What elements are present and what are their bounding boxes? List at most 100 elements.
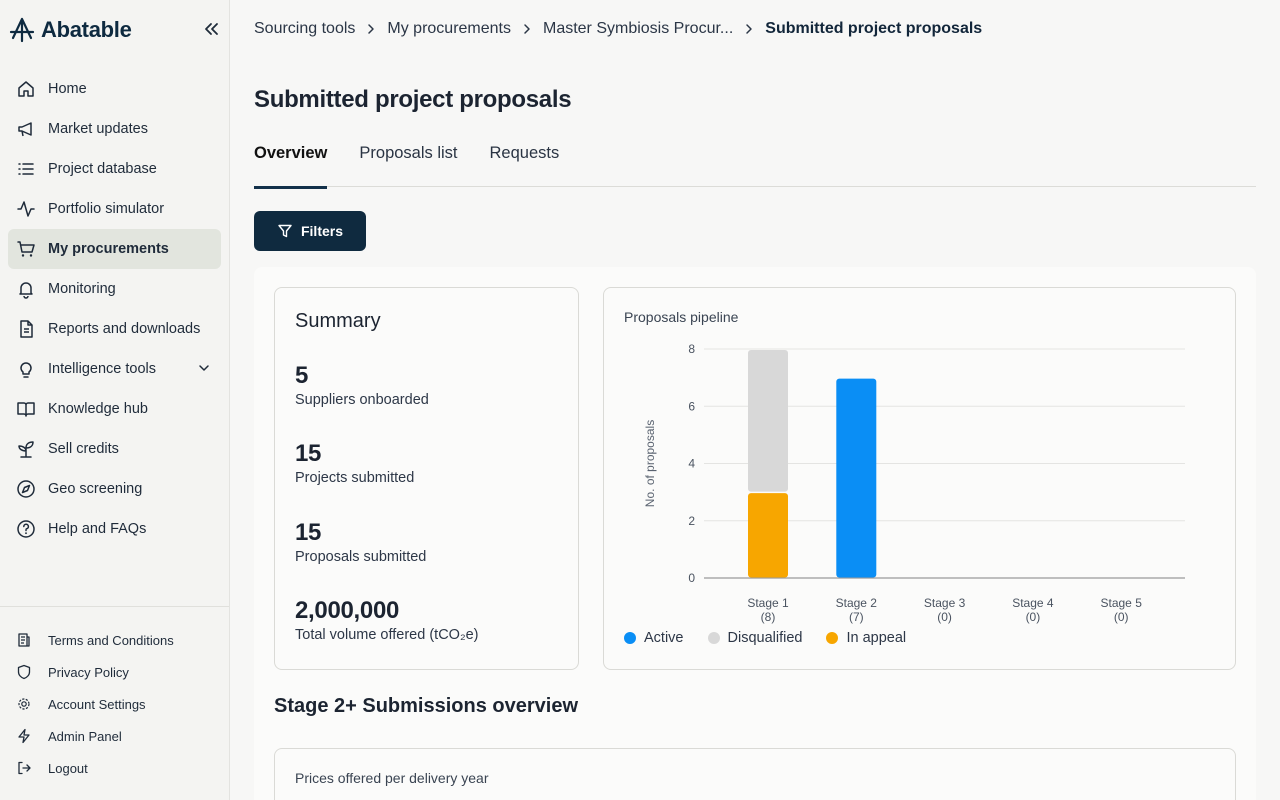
stat-value: 15 [295, 440, 322, 467]
stat-value: 2,000,000 [295, 597, 400, 624]
sidebar-item-monitoring[interactable]: Monitoring [8, 269, 221, 309]
sidebar-item-label: Intelligence tools [48, 361, 157, 377]
sidebar-item-privacy-policy[interactable]: Privacy Policy [8, 656, 221, 688]
legend-dot [707, 632, 720, 644]
x-tick-count: (0) [1114, 610, 1129, 624]
sidebar-item-label: Help and FAQs [48, 521, 147, 537]
sidebar-item-project-database[interactable]: Project database [8, 149, 221, 189]
book-icon [16, 399, 36, 419]
legend-dot [826, 632, 839, 644]
cart-icon [16, 239, 36, 259]
filter-icon [278, 224, 292, 238]
x-tick-label: Stage 4 [1012, 596, 1054, 610]
filters-label: Filters [300, 223, 343, 239]
sidebar-item-label: Terms and Conditions [48, 632, 174, 648]
bell-icon [16, 279, 36, 299]
sidebar-item-reports-and-downloads[interactable]: Reports and downloads [8, 309, 221, 349]
page-title: Submitted project proposals [254, 86, 572, 113]
x-tick-count: (0) [937, 610, 952, 624]
overview-panel: Summary 5 Suppliers onboarded 15 Project… [254, 267, 1256, 800]
y-tick-label: 4 [688, 457, 695, 471]
x-tick-label: Stage 3 [924, 596, 966, 610]
sidebar-item-my-procurements[interactable]: My procurements [8, 229, 221, 269]
sidebar-item-home[interactable]: Home [8, 69, 221, 109]
sidebar-item-label: Knowledge hub [48, 401, 148, 417]
stat-total-volume: 2,000,000 Total volume offered (tCO₂e) [295, 597, 478, 643]
document-icon [16, 319, 36, 339]
y-axis-label: No. of proposals [643, 420, 657, 507]
sidebar-item-knowledge-hub[interactable]: Knowledge hub [8, 389, 221, 429]
stat-value: 5 [295, 362, 309, 389]
sidebar-item-label: Market updates [48, 121, 148, 137]
sidebar-item-label: Sell credits [48, 441, 119, 457]
bar-active [836, 378, 877, 578]
activity-icon [16, 199, 36, 219]
filters-button[interactable]: Filters [254, 211, 366, 251]
legend-active[interactable]: Active [624, 630, 684, 646]
sidebar-item-market-updates[interactable]: Market updates [8, 109, 221, 149]
bolt-icon [16, 728, 32, 744]
legend-label: In appeal [846, 630, 907, 646]
chevron-down-icon[interactable] [197, 361, 211, 375]
brand-name: Abatable [41, 17, 132, 42]
y-tick-label: 8 [688, 342, 695, 356]
prices-card-title: Prices offered per delivery year [295, 770, 489, 786]
stat-proposals-submitted: 15 Proposals submitted [295, 519, 426, 565]
stat-value: 15 [295, 519, 322, 546]
legend-in-appeal[interactable]: In appeal [826, 630, 906, 646]
chart-title: Proposals pipeline [624, 309, 739, 325]
home-icon [16, 79, 36, 99]
sidebar-item-geo-screening[interactable]: Geo screening [8, 469, 221, 509]
sprout-icon [16, 439, 36, 459]
legend-disqualified[interactable]: Disqualified [707, 630, 803, 646]
compass-icon [16, 479, 36, 499]
tab-proposals-list[interactable]: Proposals list [359, 144, 458, 162]
sidebar-item-account-settings[interactable]: Account Settings [8, 688, 221, 720]
sidebar-item-logout[interactable]: Logout [8, 752, 221, 784]
sidebar-item-intelligence-tools[interactable]: Intelligence tools [8, 349, 221, 389]
breadcrumb-my-procurements[interactable]: My procurements [387, 20, 511, 37]
sidebar-item-label: Account Settings [48, 696, 146, 712]
collapse-sidebar-icon[interactable] [202, 20, 220, 38]
bottom-nav: Terms and Conditions Privacy Policy Acco… [8, 624, 221, 784]
logout-icon [16, 760, 32, 776]
chart-legend: Active Disqualified In appeal [624, 630, 906, 646]
stat-suppliers-onboarded: 5 Suppliers onboarded [295, 362, 429, 408]
summary-card: Summary 5 Suppliers onboarded 15 Project… [274, 287, 579, 670]
help-circle-icon [16, 519, 36, 539]
legend-dot [624, 632, 636, 644]
sidebar-item-portfolio-simulator[interactable]: Portfolio simulator [8, 189, 221, 229]
y-tick-label: 6 [688, 399, 695, 413]
tab-requests[interactable]: Requests [489, 144, 560, 162]
stat-label: Total volume offered (tCO₂e) [295, 627, 479, 643]
sidebar-item-label: Logout [48, 760, 88, 776]
terms-icon [16, 632, 32, 648]
y-tick-label: 2 [688, 514, 695, 528]
bar-disqualified [748, 350, 788, 492]
sidebar-item-label: Geo screening [48, 481, 143, 497]
sidebar-item-help-and-faqs[interactable]: Help and FAQs [8, 509, 221, 549]
breadcrumb: Sourcing tools My procurements Master Sy… [254, 20, 982, 38]
sidebar-item-label: Home [48, 81, 87, 97]
main-content: Sourcing tools My procurements Master Sy… [230, 0, 1280, 800]
sidebar-item-label: Monitoring [48, 281, 116, 297]
tab-overview[interactable]: Overview [254, 140, 328, 189]
sidebar-item-admin-panel[interactable]: Admin Panel [8, 720, 221, 752]
sidebar-item-label: Project database [48, 161, 157, 177]
y-tick-label: 0 [688, 571, 695, 585]
stat-label: Suppliers onboarded [295, 392, 429, 408]
stat-projects-submitted: 15 Projects submitted [295, 440, 414, 486]
prices-card: Prices offered per delivery year [274, 748, 1236, 800]
sidebar-item-label: Portfolio simulator [48, 201, 165, 217]
logo[interactable]: Abatable [9, 17, 132, 43]
breadcrumb-procurement[interactable]: Master Symbiosis Procur... [542, 20, 734, 37]
submissions-overview-title: Stage 2+ Submissions overview [274, 695, 579, 717]
breadcrumb-sourcing-tools[interactable]: Sourcing tools [254, 20, 356, 37]
x-tick-label: Stage 2 [836, 596, 878, 610]
x-tick-count: (7) [849, 610, 864, 624]
legend-label: Disqualified [727, 630, 803, 646]
sidebar-item-terms[interactable]: Terms and Conditions [8, 624, 221, 656]
x-tick-count: (0) [1026, 610, 1041, 624]
sidebar-item-sell-credits[interactable]: Sell credits [8, 429, 221, 469]
x-tick-count: (8) [761, 610, 776, 624]
